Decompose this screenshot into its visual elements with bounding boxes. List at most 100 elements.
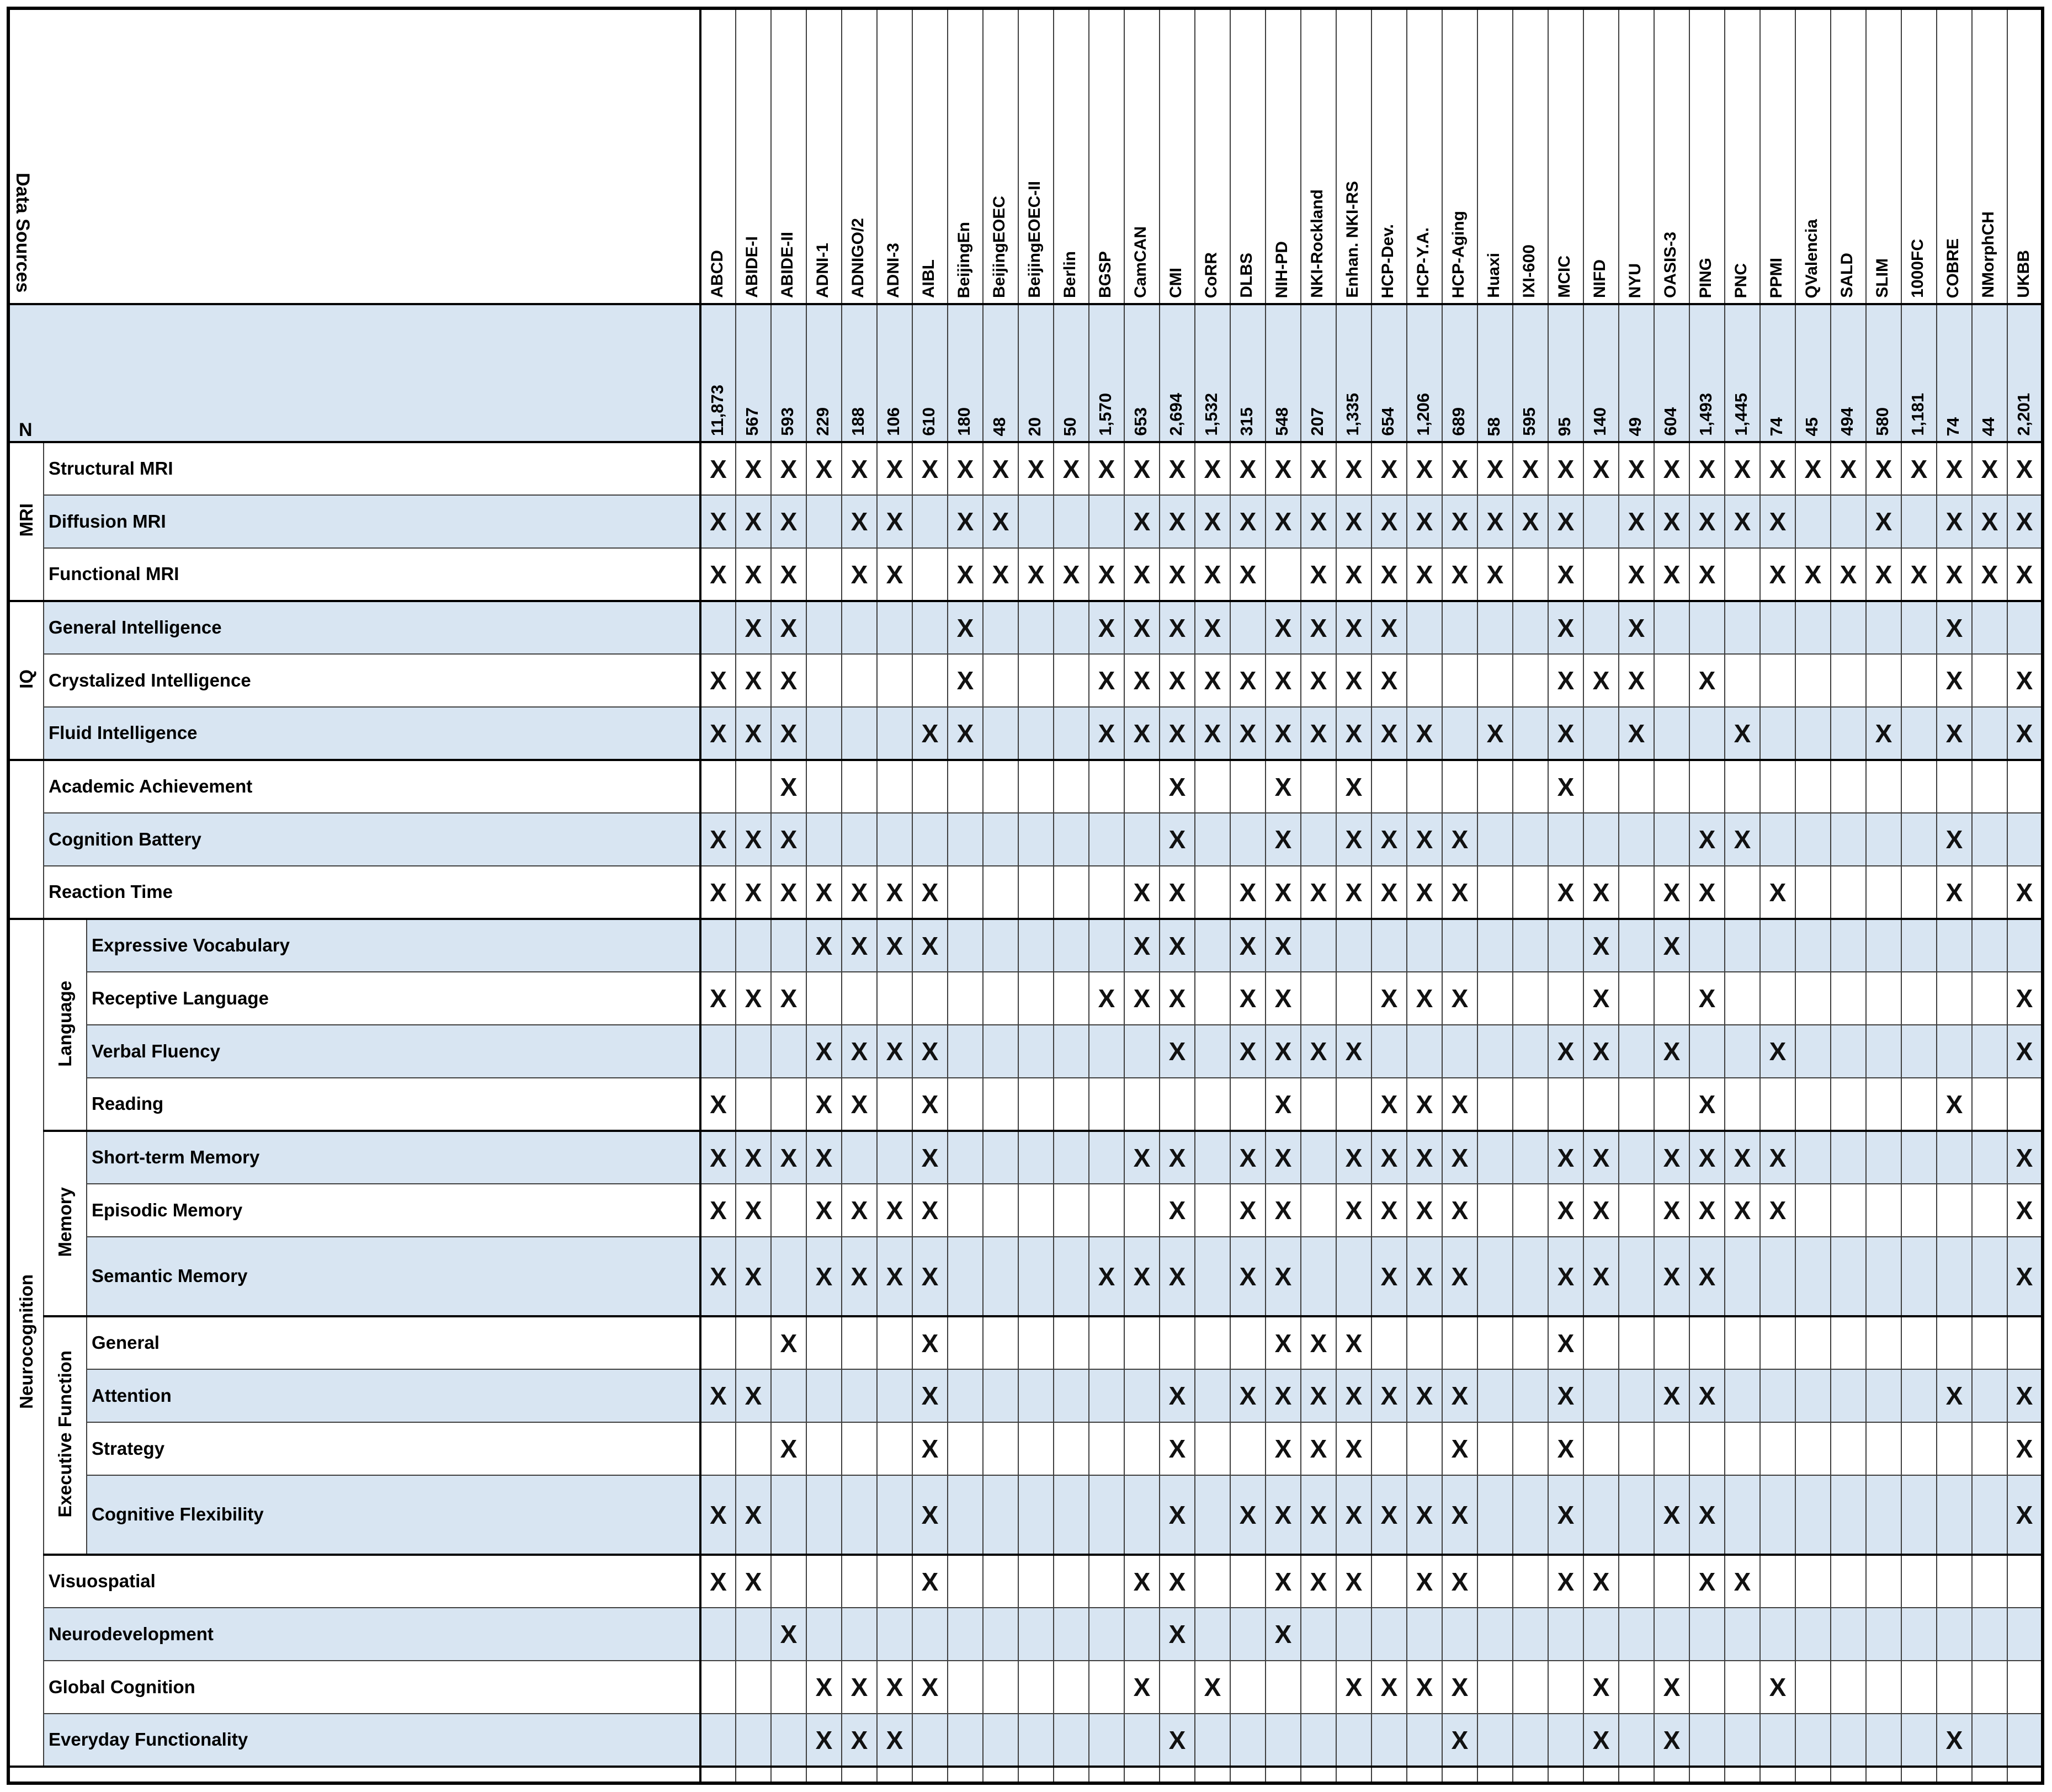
column-header: UKBB	[2007, 8, 2043, 305]
matrix-cell-empty	[982, 759, 1019, 813]
matrix-cell-empty	[982, 865, 1019, 920]
matrix-cell-empty	[1865, 1713, 1902, 1768]
column-header-label: NIH-PD	[1273, 241, 1291, 298]
matrix-cell-marked: X	[1300, 547, 1337, 602]
x-mark: X	[710, 507, 727, 536]
x-mark: X	[1345, 1567, 1363, 1596]
column-header: ABCD	[699, 8, 736, 305]
row-label-text: Structural MRI	[49, 458, 173, 479]
matrix-cell-marked: X	[1300, 1554, 1337, 1608]
x-mark: X	[1981, 454, 1998, 483]
matrix-cell-empty	[1194, 865, 1231, 920]
matrix-cell-empty	[1618, 865, 1655, 920]
matrix-cell-empty	[947, 1607, 984, 1661]
x-mark: X	[1910, 560, 1928, 589]
matrix-cell-empty	[1654, 600, 1690, 655]
matrix-cell-marked: X	[1124, 1130, 1160, 1184]
matrix-cell-empty	[1654, 1422, 1690, 1476]
matrix-cell-marked: X	[1371, 1077, 1407, 1132]
matrix-cell-empty	[1901, 918, 1937, 972]
matrix-cell-marked: X	[1583, 1554, 1619, 1608]
matrix-cell-empty	[1901, 759, 1937, 813]
matrix-cell-empty	[1512, 1130, 1549, 1184]
matrix-cell-marked: X	[1548, 1554, 1584, 1608]
matrix-cell-empty	[876, 812, 913, 866]
matrix-cell-marked: X	[912, 1660, 948, 1714]
x-mark: X	[850, 878, 868, 907]
n-value: 229	[813, 407, 832, 436]
matrix-cell-marked: X	[1336, 759, 1372, 813]
matrix-cell-empty	[1477, 1607, 1513, 1661]
n-value: 653	[1131, 407, 1150, 436]
matrix-cell-empty	[1018, 812, 1054, 866]
matrix-cell-marked: X	[1336, 706, 1372, 761]
column-header: ADNI-1	[806, 8, 842, 305]
matrix-cell-marked: X	[876, 918, 913, 972]
x-mark: X	[1204, 507, 1221, 536]
x-mark: X	[886, 507, 903, 536]
matrix-cell-empty	[947, 1713, 984, 1768]
x-mark: X	[886, 878, 903, 907]
n-value-cell: 1,206	[1406, 304, 1443, 443]
matrix-cell-empty	[1194, 1236, 1231, 1317]
matrix-cell-marked: X	[1265, 1422, 1301, 1476]
matrix-cell-empty	[1300, 1183, 1337, 1237]
x-mark: X	[710, 1567, 727, 1596]
matrix-cell-empty	[1971, 759, 2008, 813]
x-mark: X	[1133, 984, 1151, 1013]
x-mark: X	[2016, 1143, 2033, 1172]
column-header: ADNI-3	[876, 8, 913, 305]
x-mark: X	[2016, 1262, 2033, 1291]
matrix-cell-marked: X	[1124, 971, 1160, 1025]
matrix-cell-empty	[1618, 1024, 1655, 1078]
x-mark: X	[1592, 1037, 1610, 1066]
n-value: 548	[1272, 407, 1291, 436]
x-mark: X	[1663, 931, 1681, 960]
matrix-cell-marked: X	[1406, 1077, 1443, 1132]
matrix-cell-marked: X	[1336, 1475, 1372, 1556]
row-label: Functional MRI	[43, 547, 701, 602]
x-mark: X	[921, 1673, 939, 1701]
matrix-cell-empty	[1795, 1183, 1831, 1237]
matrix-cell-marked: X	[1265, 442, 1301, 496]
x-mark: X	[1380, 825, 1398, 854]
matrix-cell-marked: X	[735, 442, 772, 496]
matrix-cell-marked: X	[1230, 1130, 1266, 1184]
matrix-cell-empty	[1830, 653, 1867, 708]
n-value: 604	[1661, 407, 1680, 436]
matrix-cell-empty	[1088, 759, 1125, 813]
x-mark: X	[1133, 931, 1151, 960]
matrix-cell-empty	[982, 1607, 1019, 1661]
x-mark: X	[886, 454, 903, 483]
column-header-label: CoRR	[1202, 252, 1220, 298]
row-label-text: Academic Achievement	[49, 776, 253, 797]
x-mark: X	[1098, 1262, 1115, 1291]
matrix-cell-empty	[1088, 865, 1125, 920]
matrix-cell-empty	[806, 1554, 842, 1608]
matrix-cell-marked: X	[1442, 1077, 1478, 1132]
matrix-cell-marked: X	[841, 1660, 878, 1714]
matrix-cell-empty	[947, 1369, 984, 1423]
row-label-text: Fluid Intelligence	[49, 722, 198, 743]
x-mark: X	[1698, 1567, 1716, 1596]
matrix-cell-marked: X	[699, 494, 736, 549]
x-mark: X	[745, 560, 762, 589]
matrix-cell-empty	[1053, 600, 1089, 655]
matrix-cell-empty	[1865, 1369, 1902, 1423]
matrix-cell-marked: X	[1371, 1183, 1407, 1237]
row-label: Structural MRI	[43, 442, 701, 496]
n-value: 1,445	[1731, 393, 1751, 436]
cropped-row-cell	[2007, 1766, 2043, 1783]
x-mark: X	[1168, 666, 1186, 695]
x-mark: X	[1380, 454, 1398, 483]
x-mark: X	[1416, 1262, 1433, 1291]
x-mark: X	[1168, 1143, 1186, 1172]
matrix-cell-marked: X	[1865, 494, 1902, 549]
matrix-cell-empty	[699, 1607, 736, 1661]
column-header-label: NYU	[1626, 263, 1644, 298]
matrix-cell-marked: X	[1371, 1236, 1407, 1317]
matrix-cell-marked: X	[1654, 865, 1690, 920]
x-mark: X	[1663, 1673, 1681, 1701]
matrix-cell-marked: X	[1300, 653, 1337, 708]
matrix-cell-marked: X	[1936, 1713, 1973, 1768]
